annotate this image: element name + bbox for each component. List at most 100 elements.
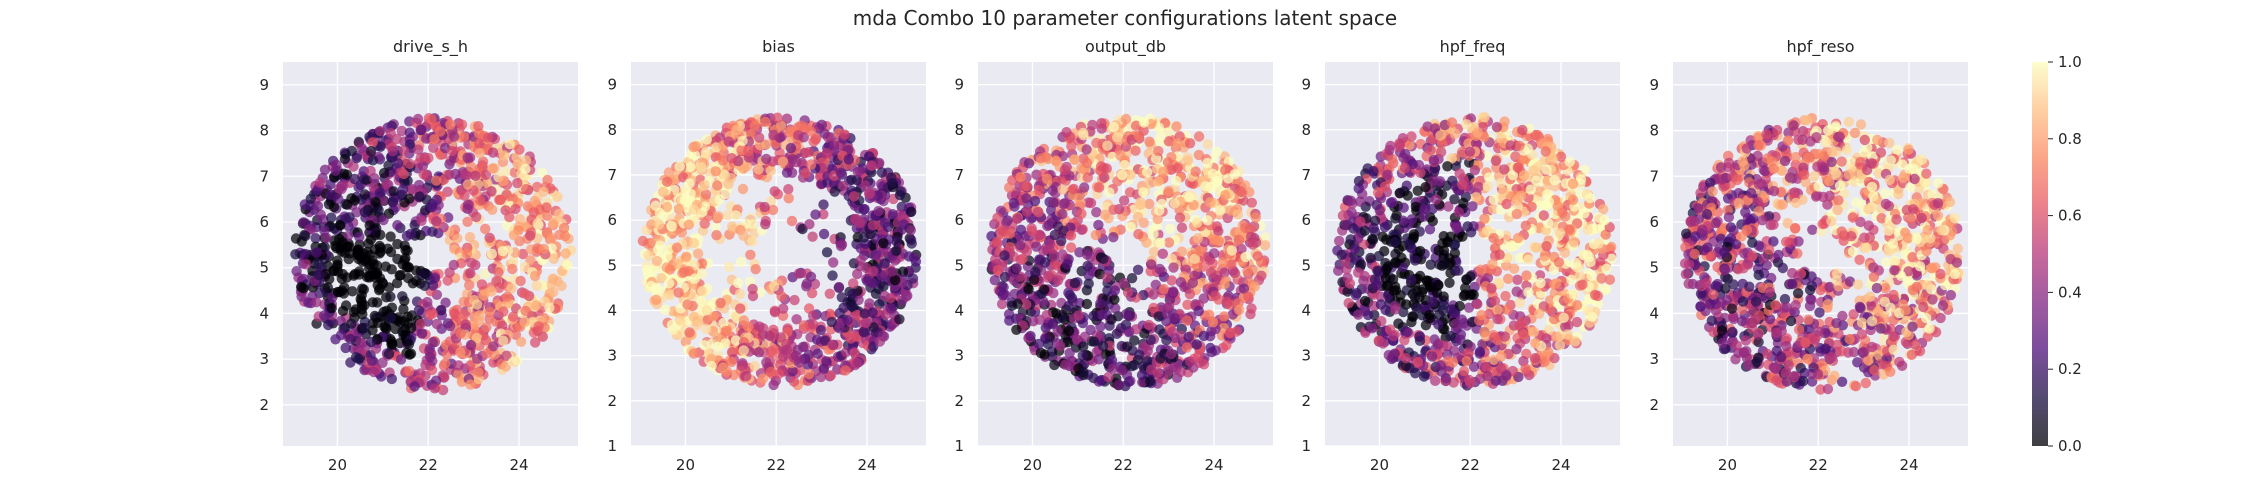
scatter-point bbox=[1102, 141, 1112, 151]
scatter-point bbox=[1039, 349, 1049, 359]
scatter-point bbox=[1153, 146, 1163, 156]
scatter-point bbox=[398, 184, 408, 194]
scatter-point bbox=[335, 220, 345, 230]
scatter-point bbox=[1240, 252, 1250, 262]
scatter-point bbox=[754, 132, 764, 142]
scatter-point bbox=[1144, 199, 1154, 209]
scatter-point bbox=[878, 238, 888, 248]
scatter-point bbox=[766, 367, 776, 377]
scatter-point bbox=[702, 134, 712, 144]
scatter-point bbox=[825, 289, 835, 299]
scatter-point bbox=[377, 358, 387, 368]
scatter-point bbox=[1177, 247, 1187, 257]
y-tick-label: 6 bbox=[259, 213, 269, 231]
scatter-point bbox=[416, 124, 426, 134]
scatter-point bbox=[341, 300, 351, 310]
scatter-point bbox=[336, 330, 346, 340]
scatter-point bbox=[444, 169, 454, 179]
scatter-point bbox=[747, 219, 757, 229]
scatter-point bbox=[1212, 147, 1222, 157]
y-tick-label: 4 bbox=[954, 301, 964, 319]
scatter-point bbox=[727, 153, 737, 163]
scatter-point bbox=[769, 281, 779, 291]
scatter-point bbox=[675, 161, 685, 171]
scatter-point bbox=[375, 126, 385, 136]
scatter-point bbox=[1490, 296, 1500, 306]
scatter-point bbox=[995, 286, 1005, 296]
scatter-point bbox=[1169, 198, 1179, 208]
scatter-point bbox=[1012, 263, 1022, 273]
scatter-point bbox=[422, 297, 432, 307]
scatter-point bbox=[1459, 366, 1469, 376]
x-tick-label: 24 bbox=[1551, 456, 1570, 474]
scatter-point bbox=[491, 276, 501, 286]
scatter-point bbox=[767, 348, 777, 358]
subplot-title: output_db bbox=[1085, 37, 1166, 57]
scatter-point bbox=[1067, 293, 1077, 303]
scatter-point bbox=[384, 349, 394, 359]
scatter-point bbox=[482, 348, 492, 358]
scatter-point bbox=[387, 264, 397, 274]
scatter-point bbox=[1177, 223, 1187, 233]
scatter-point bbox=[1037, 289, 1047, 299]
scatter-point bbox=[1204, 310, 1214, 320]
scatter-point bbox=[1203, 139, 1213, 149]
scatter-point bbox=[1060, 360, 1070, 370]
scatter-point bbox=[1393, 318, 1403, 328]
scatter-point bbox=[509, 230, 519, 240]
scatter-point bbox=[1191, 166, 1201, 176]
scatter-point bbox=[413, 114, 423, 124]
scatter-point bbox=[1158, 167, 1168, 177]
scatter-point bbox=[459, 190, 469, 200]
scatter-point bbox=[684, 178, 694, 188]
scatter-point bbox=[697, 286, 707, 296]
scatter-point bbox=[407, 184, 417, 194]
scatter-point bbox=[1089, 337, 1099, 347]
scatter-point bbox=[1549, 314, 1559, 324]
y-tick-label: 6 bbox=[607, 211, 617, 229]
scatter-point bbox=[761, 357, 771, 367]
scatter-point bbox=[548, 287, 558, 297]
scatter-point bbox=[817, 120, 827, 130]
scatter-point bbox=[1093, 220, 1103, 230]
scatter-point bbox=[1121, 114, 1131, 124]
scatter-point bbox=[386, 128, 396, 138]
scatter-point bbox=[902, 291, 912, 301]
scatter-point bbox=[828, 257, 838, 267]
scatter-point bbox=[420, 281, 430, 291]
scatter-point bbox=[1353, 310, 1363, 320]
scatter-point bbox=[403, 273, 413, 283]
x-tick-label: 24 bbox=[857, 456, 876, 474]
scatter-point bbox=[1122, 341, 1132, 351]
y-tick-label: 9 bbox=[259, 76, 269, 94]
scatter-point bbox=[311, 297, 321, 307]
scatter-point bbox=[992, 213, 1002, 223]
scatter-point bbox=[1031, 242, 1041, 252]
scatter-point bbox=[1182, 315, 1192, 325]
scatter-point bbox=[449, 260, 459, 270]
scatter-point bbox=[556, 281, 566, 291]
scatter-point bbox=[791, 351, 801, 361]
scatter-point bbox=[349, 174, 359, 184]
scatter-point bbox=[887, 178, 897, 188]
scatter-point bbox=[314, 270, 324, 280]
scatter-point bbox=[836, 168, 846, 178]
scatter-point bbox=[1172, 163, 1182, 173]
x-tick-label: 20 bbox=[1370, 456, 1389, 474]
scatter-point bbox=[520, 289, 530, 299]
scatter-point bbox=[502, 292, 512, 302]
scatter-point bbox=[662, 251, 672, 261]
scatter-point bbox=[404, 194, 414, 204]
scatter-point bbox=[1246, 303, 1256, 313]
scatter-point bbox=[1429, 155, 1439, 165]
scatter-point bbox=[1230, 268, 1240, 278]
scatter-point bbox=[827, 340, 837, 350]
scatter-point bbox=[1207, 347, 1217, 357]
scatter-point bbox=[429, 134, 439, 144]
scatter-point bbox=[855, 255, 865, 265]
scatter-point bbox=[666, 221, 676, 231]
scatter-point bbox=[1130, 146, 1140, 156]
scatter-point bbox=[840, 365, 850, 375]
scatter-point bbox=[715, 298, 725, 308]
